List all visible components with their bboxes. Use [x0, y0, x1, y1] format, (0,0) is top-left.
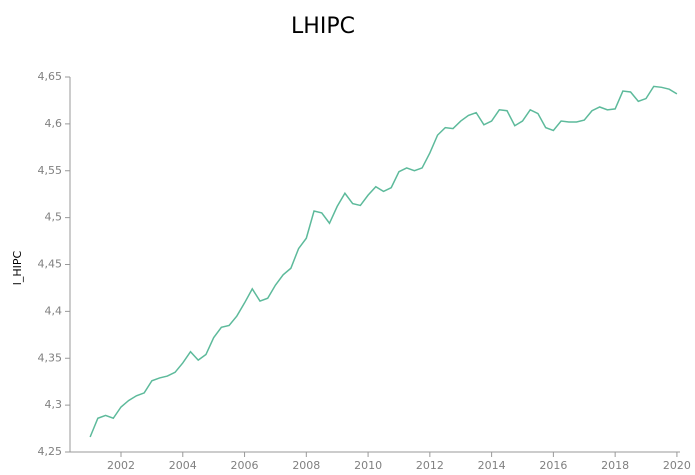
- x-tick-label: 2002: [107, 459, 135, 472]
- x-tick-label: 2010: [354, 459, 382, 472]
- x-tick-label: 2008: [292, 459, 320, 472]
- x-tick-label: 2006: [231, 459, 259, 472]
- y-tick-label: 4,3: [45, 398, 63, 411]
- x-tick-label: 2004: [169, 459, 197, 472]
- y-tick-label: 4,25: [38, 445, 63, 458]
- y-tick-label: 4,6: [45, 117, 63, 130]
- x-tick-label: 2020: [663, 459, 691, 472]
- chart-title: LHIPC: [291, 14, 355, 39]
- y-tick-label: 4,4: [45, 304, 63, 317]
- y-tick-label: 4,35: [38, 351, 63, 364]
- y-tick-label: 4,65: [38, 70, 63, 83]
- x-tick-label: 2018: [601, 459, 629, 472]
- x-tick-label: 2016: [539, 459, 567, 472]
- data-line: [89, 85, 678, 438]
- y-axis-label: l_HIPC: [11, 250, 24, 285]
- x-tick-label: 2012: [416, 459, 444, 472]
- x-tick-label: 2014: [478, 459, 506, 472]
- y-tick-label: 4,45: [38, 258, 63, 271]
- y-tick-label: 4,5: [45, 211, 63, 224]
- y-tick-label: 4,55: [38, 164, 63, 177]
